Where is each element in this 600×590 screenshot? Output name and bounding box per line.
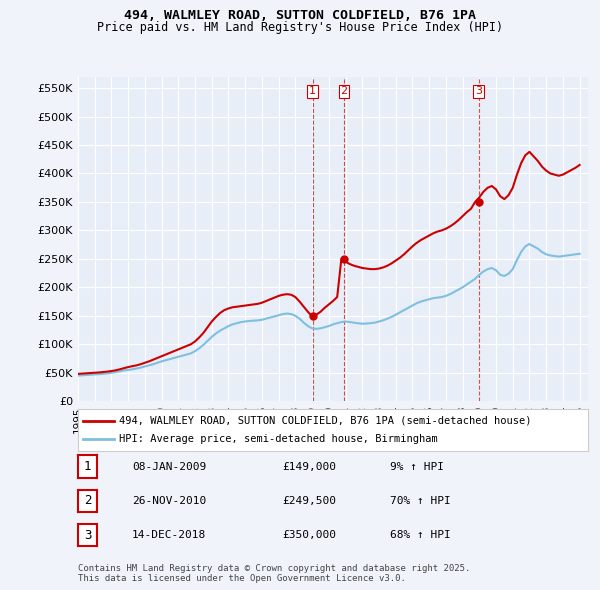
- Text: 3: 3: [84, 529, 91, 542]
- Text: 3: 3: [475, 86, 482, 96]
- Text: £350,000: £350,000: [282, 530, 336, 540]
- Text: Contains HM Land Registry data © Crown copyright and database right 2025.
This d: Contains HM Land Registry data © Crown c…: [78, 563, 470, 583]
- Text: 1: 1: [84, 460, 91, 473]
- Text: 08-JAN-2009: 08-JAN-2009: [132, 462, 206, 471]
- Text: HPI: Average price, semi-detached house, Birmingham: HPI: Average price, semi-detached house,…: [119, 434, 437, 444]
- Text: £249,500: £249,500: [282, 496, 336, 506]
- Text: 494, WALMLEY ROAD, SUTTON COLDFIELD, B76 1PA: 494, WALMLEY ROAD, SUTTON COLDFIELD, B76…: [124, 9, 476, 22]
- Text: 70% ↑ HPI: 70% ↑ HPI: [390, 496, 451, 506]
- Text: 2: 2: [84, 494, 91, 507]
- Text: 68% ↑ HPI: 68% ↑ HPI: [390, 530, 451, 540]
- Text: 14-DEC-2018: 14-DEC-2018: [132, 530, 206, 540]
- Text: 494, WALMLEY ROAD, SUTTON COLDFIELD, B76 1PA (semi-detached house): 494, WALMLEY ROAD, SUTTON COLDFIELD, B76…: [119, 416, 532, 426]
- Text: 26-NOV-2010: 26-NOV-2010: [132, 496, 206, 506]
- Text: 1: 1: [309, 86, 316, 96]
- Text: £149,000: £149,000: [282, 462, 336, 471]
- Text: Price paid vs. HM Land Registry's House Price Index (HPI): Price paid vs. HM Land Registry's House …: [97, 21, 503, 34]
- Text: 9% ↑ HPI: 9% ↑ HPI: [390, 462, 444, 471]
- Text: 2: 2: [340, 86, 347, 96]
